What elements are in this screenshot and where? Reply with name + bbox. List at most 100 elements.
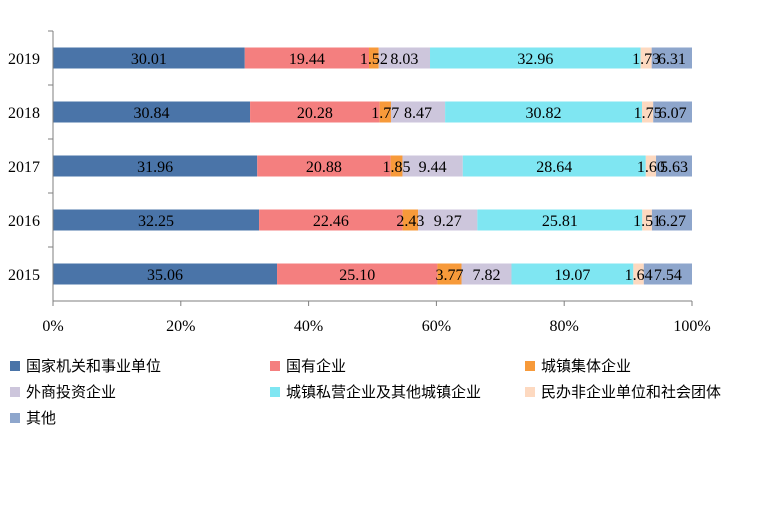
data-label: 20.88	[306, 159, 342, 176]
category-label: 2017	[8, 159, 40, 176]
bar-segment	[250, 101, 380, 123]
legend-item: 外商投资企业	[10, 381, 116, 402]
legend-item: 国家机关和事业单位	[10, 355, 161, 376]
legend-label: 国家机关和事业单位	[26, 357, 162, 375]
bar-segment	[651, 47, 692, 69]
bar-segment	[379, 101, 391, 123]
bar-segment	[53, 209, 260, 231]
data-label: 2.43	[396, 213, 424, 230]
data-label: 25.81	[542, 213, 578, 230]
data-label: 25.10	[339, 267, 375, 284]
bar-segment	[53, 47, 245, 69]
legend-swatch	[270, 386, 280, 397]
bar-segment	[257, 155, 391, 177]
data-label: 1.77	[371, 105, 399, 122]
bar-segment	[653, 101, 692, 123]
bar-segment	[259, 209, 403, 231]
data-label: 1.73	[632, 51, 660, 68]
x-tick-label: 60%	[422, 318, 451, 335]
legend-label: 其他	[26, 409, 57, 427]
legend-label: 外商投资企业	[26, 383, 117, 401]
bar-segment	[378, 47, 431, 69]
bar-segment	[651, 209, 692, 231]
data-label: 30.01	[131, 51, 167, 68]
x-tick-label: 80%	[550, 318, 579, 335]
legend-swatch	[270, 360, 280, 371]
data-label: 7.82	[472, 267, 500, 284]
legend-item: 其他	[10, 407, 56, 428]
stacked-bar-chart: 30.01 19.44 1.52 8.03 32.96 1.736.31 2019 30.84…	[8, 30, 711, 335]
bar-segment	[402, 155, 463, 177]
data-label: 1.60	[637, 159, 665, 176]
data-label: 6.27	[658, 213, 686, 230]
data-label: 7.54	[654, 267, 682, 284]
data-label: 1.75	[634, 105, 662, 122]
legend-item: 城镇集体企业	[525, 355, 631, 376]
data-label: 8.03	[390, 51, 418, 68]
bar-segment	[640, 47, 652, 69]
bar-segment	[642, 209, 652, 231]
data-label: 5.63	[660, 159, 688, 176]
legend-label: 城镇集体企业	[541, 357, 632, 375]
category-label: 2016	[8, 213, 40, 230]
data-label: 8.47	[404, 105, 432, 122]
bar-segment	[643, 263, 692, 285]
data-label: 32.25	[138, 213, 174, 230]
bar-segment	[430, 47, 641, 69]
bar-segment	[462, 155, 646, 177]
x-tick-label: 100%	[673, 318, 710, 335]
x-tick-label: 40%	[294, 318, 323, 335]
data-label: 6.31	[658, 51, 686, 68]
bar-segment	[511, 263, 634, 285]
bar-segment	[244, 47, 369, 69]
bar-segment	[390, 101, 446, 123]
legend-swatch	[10, 412, 20, 423]
data-label: 30.82	[526, 105, 562, 122]
legend-item: 国有企业	[270, 355, 346, 376]
data-label: 1.52	[360, 51, 388, 68]
bar-segment	[368, 47, 379, 69]
data-label: 20.28	[297, 105, 333, 122]
bar-segment	[277, 263, 438, 285]
x-tick-label: 0%	[42, 318, 63, 335]
x-tick-label: 20%	[166, 318, 195, 335]
category-label: 2015	[8, 267, 40, 284]
data-label: 35.06	[147, 267, 183, 284]
legend-item: 城镇私营企业及其他城镇企业	[270, 381, 481, 402]
bar-segment	[53, 101, 251, 123]
data-label: 9.44	[419, 159, 447, 176]
data-label: 1.51	[633, 213, 661, 230]
data-label: 3.77	[435, 267, 463, 284]
bar-segment	[633, 263, 644, 285]
bar-segment	[656, 155, 692, 177]
legend-swatch	[525, 386, 535, 397]
data-label: 1.64	[625, 267, 653, 284]
legend-label: 国有企业	[286, 357, 347, 375]
bar-segment	[642, 101, 654, 123]
data-label: 22.46	[313, 213, 349, 230]
legend-label: 民办非企业单位和社会团体	[541, 383, 722, 401]
legend-swatch	[10, 360, 20, 371]
data-label: 9.27	[434, 213, 462, 230]
bar-segment	[461, 263, 512, 285]
data-label: 19.07	[554, 267, 590, 284]
data-label: 31.96	[137, 159, 173, 176]
bar-segment	[53, 155, 258, 177]
bar-segment	[418, 209, 478, 231]
legend-swatch	[525, 360, 535, 371]
bar-segment	[437, 263, 462, 285]
bar-segment	[477, 209, 643, 231]
legend-item: 民办非企业单位和社会团体	[525, 381, 721, 402]
category-label: 2018	[8, 105, 40, 122]
data-label: 19.44	[289, 51, 325, 68]
data-label: 32.96	[517, 51, 553, 68]
category-label: 2019	[8, 51, 40, 68]
bar-segment	[53, 263, 278, 285]
data-label: 6.07	[659, 105, 687, 122]
bar-segment	[402, 209, 419, 231]
data-label: 30.84	[134, 105, 170, 122]
legend-swatch	[10, 386, 20, 397]
data-label: 1.85	[383, 159, 411, 176]
bar-segment	[645, 155, 657, 177]
legend-label: 城镇私营企业及其他城镇企业	[286, 383, 482, 401]
